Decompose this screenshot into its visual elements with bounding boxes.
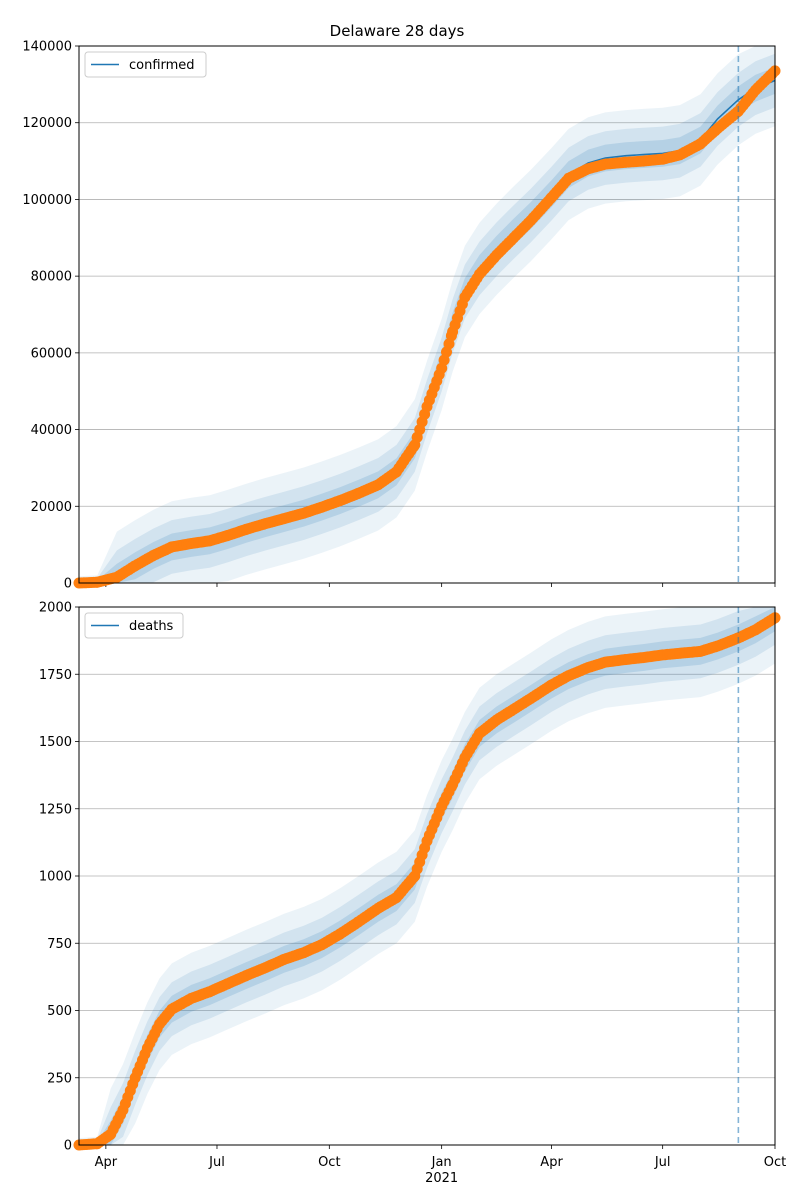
x-tick-label: Apr	[540, 1155, 563, 1170]
y-tick-label: 2000	[39, 601, 72, 616]
deaths-panel: 0 250 500 750 1000 1250 1500 1750 2000 deaths Apr J…	[39, 601, 786, 1187]
y-tick-label: 40000	[31, 423, 72, 438]
y-tick-label: 500	[47, 1004, 72, 1019]
uncertainty-band	[79, 46, 775, 583]
legend-label: confirmed	[129, 58, 195, 73]
uncertainty-band	[79, 607, 775, 1145]
x-tick-label: Oct	[764, 1155, 786, 1170]
axes-frame	[78, 45, 776, 584]
uncertainty-band	[79, 53, 775, 583]
x-tick-label: Jul	[208, 1155, 225, 1170]
uncertainty-band	[79, 607, 775, 1145]
legend-box	[84, 612, 184, 639]
y-tick-label: 1750	[39, 668, 72, 683]
confirmed-panel: 0 20000 40000 60000 80000 100000 120000 140000 c…	[22, 40, 781, 592]
x-year-label: 2021	[425, 1171, 458, 1186]
x-tick-label: Jan	[431, 1155, 452, 1170]
y-tick-label: 120000	[22, 116, 72, 131]
chart-title: Delaware 28 days	[330, 22, 465, 40]
uncertainty-band	[79, 607, 775, 1145]
y-tick-label: 1500	[39, 735, 72, 750]
y-tick-label: 20000	[31, 500, 72, 515]
y-tick-label: 0	[64, 577, 72, 592]
y-tick-label: 1000	[39, 870, 72, 885]
y-tick-label: 250	[47, 1071, 72, 1086]
y-tick-label: 1250	[39, 802, 72, 817]
y-tick-label: 750	[47, 937, 72, 952]
x-tick-label: Jul	[654, 1155, 671, 1170]
y-tick-label: 140000	[22, 40, 72, 55]
y-tick-label: 60000	[31, 346, 72, 361]
legend: deaths	[84, 612, 184, 639]
x-tick-label: Apr	[95, 1155, 118, 1170]
legend: confirmed	[84, 51, 207, 78]
legend-box	[84, 51, 207, 78]
y-tick-label: 80000	[31, 270, 72, 285]
y-tick-label: 100000	[22, 193, 72, 208]
axes-frame	[78, 606, 776, 1146]
y-tick-label: 0	[64, 1139, 72, 1154]
x-tick-label: Oct	[318, 1155, 340, 1170]
legend-label: deaths	[129, 619, 174, 634]
